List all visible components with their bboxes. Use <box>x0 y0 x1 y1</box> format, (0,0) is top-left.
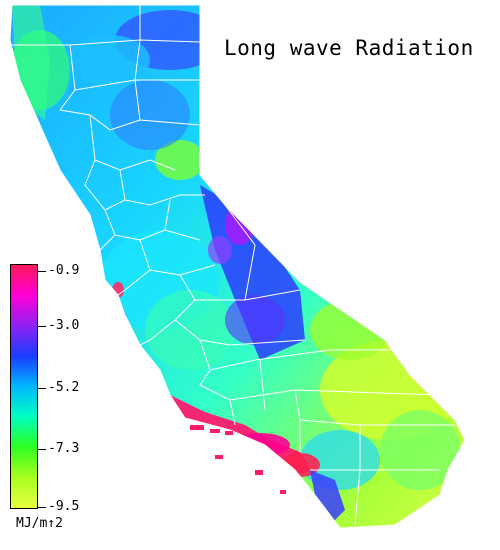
legend-tick-label: -3.0 <box>48 318 80 333</box>
legend-tick <box>38 326 46 327</box>
legend-tick-label: -9.5 <box>48 499 80 514</box>
map-title: Long wave Radiation <box>224 36 474 60</box>
legend-units: MJ/m↑2 <box>16 516 63 531</box>
color-scale-bar <box>10 264 38 509</box>
legend-tick-label: -0.9 <box>48 263 80 278</box>
legend-tick <box>38 271 46 272</box>
county-boundaries <box>12 5 455 526</box>
legend-tick <box>38 449 46 450</box>
legend-tick <box>38 388 46 389</box>
channel-islands <box>190 425 286 494</box>
legend-tick-label: -5.2 <box>48 380 80 395</box>
legend-tick-label: -7.3 <box>48 441 80 456</box>
legend-tick <box>38 507 46 508</box>
